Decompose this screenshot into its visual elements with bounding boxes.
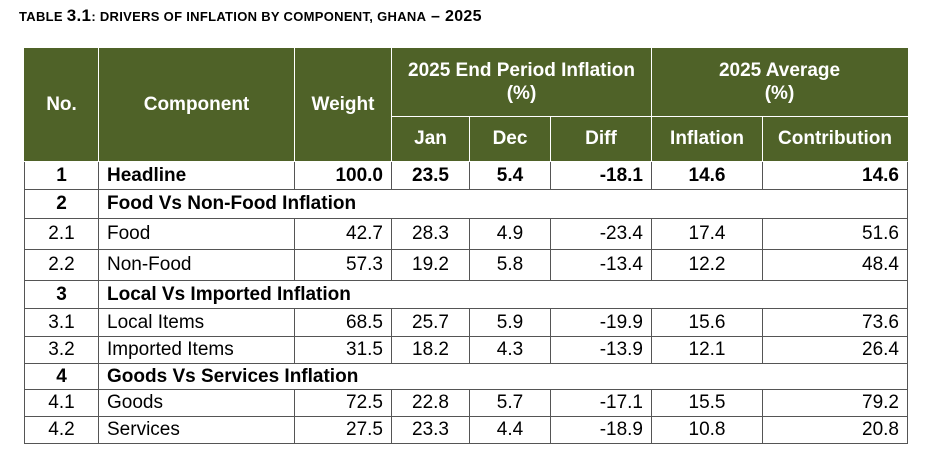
cell-no: 4.1 bbox=[24, 389, 99, 417]
title-number: 3.1 bbox=[66, 6, 92, 25]
table-row-headline: 1 Headline 100.0 23.5 5.4 -18.1 14.6 14.… bbox=[24, 161, 908, 190]
cell-inflation: 10.8 bbox=[651, 416, 763, 444]
cell-diff: -19.9 bbox=[550, 308, 652, 337]
header-average-group: 2025 Average (%) bbox=[651, 48, 908, 117]
header-component: Component bbox=[98, 48, 295, 162]
table-row: 2.2 Non-Food 57.3 19.2 5.8 -13.4 12.2 48… bbox=[24, 249, 908, 281]
table-row: 4.2 Services 27.5 23.3 4.4 -18.9 10.8 20… bbox=[24, 416, 908, 444]
cell-no: 2 bbox=[24, 189, 99, 219]
cell-dec: 5.4 bbox=[469, 161, 551, 190]
cell-contribution: 79.2 bbox=[762, 389, 908, 417]
cell-no: 3.2 bbox=[24, 336, 99, 364]
title-country: HANA bbox=[387, 9, 427, 24]
cell-component: Non-Food bbox=[98, 249, 295, 281]
cell-weight: 68.5 bbox=[294, 308, 392, 337]
cell-no: 2.1 bbox=[24, 218, 99, 250]
cell-dec: 4.9 bbox=[469, 218, 551, 250]
table-row: 3.2 Imported Items 31.5 18.2 4.3 -13.9 1… bbox=[24, 336, 908, 364]
cell-contribution: 20.8 bbox=[762, 416, 908, 444]
cell-component: Local Items bbox=[98, 308, 295, 337]
table-row: 4.1 Goods 72.5 22.8 5.7 -17.1 15.5 79.2 bbox=[24, 389, 908, 417]
cell-contribution: 51.6 bbox=[762, 218, 908, 250]
cell-diff: -13.4 bbox=[550, 249, 652, 281]
cell-dec: 5.7 bbox=[469, 389, 551, 417]
cell-diff: -23.4 bbox=[550, 218, 652, 250]
cell-weight: 27.5 bbox=[294, 416, 392, 444]
header-jan: Jan bbox=[391, 116, 470, 162]
section-row-local-vs-imported: 3 Local Vs Imported Inflation bbox=[24, 280, 908, 309]
header-inflation: Inflation bbox=[651, 116, 763, 162]
cell-dec: 4.4 bbox=[469, 416, 551, 444]
cell-no: 4 bbox=[24, 363, 99, 390]
cell-jan: 18.2 bbox=[391, 336, 470, 364]
cell-inflation: 15.5 bbox=[651, 389, 763, 417]
cell-component: Food bbox=[98, 218, 295, 250]
cell-diff: -18.1 bbox=[550, 161, 652, 190]
cell-no: 3 bbox=[24, 280, 99, 309]
section-label: Goods Vs Services Inflation bbox=[98, 363, 908, 390]
cell-no: 2.2 bbox=[24, 249, 99, 281]
cell-jan: 28.3 bbox=[391, 218, 470, 250]
cell-component: Goods bbox=[98, 389, 295, 417]
cell-inflation: 14.6 bbox=[651, 161, 763, 190]
cell-diff: -13.9 bbox=[550, 336, 652, 364]
cell-jan: 22.8 bbox=[391, 389, 470, 417]
cell-no: 4.2 bbox=[24, 416, 99, 444]
cell-inflation: 15.6 bbox=[651, 308, 763, 337]
header-diff: Diff bbox=[550, 116, 652, 162]
cell-contribution: 14.6 bbox=[762, 161, 908, 190]
cell-inflation: 12.2 bbox=[651, 249, 763, 281]
table-row: 3.1 Local Items 68.5 25.7 5.9 -19.9 15.6… bbox=[24, 308, 908, 337]
cell-contribution: 26.4 bbox=[762, 336, 908, 364]
cell-jan: 23.5 bbox=[391, 161, 470, 190]
cell-jan: 23.3 bbox=[391, 416, 470, 444]
cell-weight: 100.0 bbox=[294, 161, 392, 190]
section-row-goods-vs-services: 4 Goods Vs Services Inflation bbox=[24, 363, 908, 390]
cell-weight: 31.5 bbox=[294, 336, 392, 364]
header-contribution: Contribution bbox=[762, 116, 908, 162]
cell-no: 3.1 bbox=[24, 308, 99, 337]
cell-dec: 5.8 bbox=[469, 249, 551, 281]
cell-weight: 42.7 bbox=[294, 218, 392, 250]
cell-inflation: 12.1 bbox=[651, 336, 763, 364]
table-row: 2.1 Food 42.7 28.3 4.9 -23.4 17.4 51.6 bbox=[24, 218, 908, 250]
cell-inflation: 17.4 bbox=[651, 218, 763, 250]
cell-dec: 4.3 bbox=[469, 336, 551, 364]
header-weight: Weight bbox=[294, 48, 392, 162]
cell-diff: -17.1 bbox=[550, 389, 652, 417]
cell-weight: 57.3 bbox=[294, 249, 392, 281]
cell-diff: -18.9 bbox=[550, 416, 652, 444]
inflation-drivers-table: No. Component Weight 2025 End Period Inf… bbox=[24, 48, 908, 444]
cell-contribution: 48.4 bbox=[762, 249, 908, 281]
title-dash: – bbox=[426, 8, 446, 25]
header-end-period-group: 2025 End Period Inflation (%) bbox=[391, 48, 652, 117]
section-label: Local Vs Imported Inflation bbox=[98, 280, 908, 309]
title-year: 2025 bbox=[445, 8, 482, 25]
header-no: No. bbox=[24, 48, 99, 162]
cell-jan: 25.7 bbox=[391, 308, 470, 337]
section-label: Food Vs Non-Food Inflation bbox=[98, 189, 908, 219]
cell-component: Imported Items bbox=[98, 336, 295, 364]
header-end-period-label: 2025 End Period Inflation (%) bbox=[408, 59, 635, 104]
table-title: TABLE 3.1: DRIVERS OF INFLATION BY COMPO… bbox=[19, 6, 482, 26]
cell-no: 1 bbox=[24, 161, 99, 190]
header-average-label: 2025 Average (%) bbox=[718, 59, 841, 104]
cell-component: Services bbox=[98, 416, 295, 444]
cell-contribution: 73.6 bbox=[762, 308, 908, 337]
section-row-food-vs-non-food: 2 Food Vs Non-Food Inflation bbox=[24, 189, 908, 219]
cell-dec: 5.9 bbox=[469, 308, 551, 337]
title-rest: : DRIVERS OF INFLATION BY COMPONENT, G bbox=[91, 9, 388, 24]
header-dec: Dec bbox=[469, 116, 551, 162]
cell-weight: 72.5 bbox=[294, 389, 392, 417]
cell-component: Headline bbox=[98, 161, 295, 190]
title-prefix: TABLE bbox=[19, 9, 67, 24]
cell-jan: 19.2 bbox=[391, 249, 470, 281]
